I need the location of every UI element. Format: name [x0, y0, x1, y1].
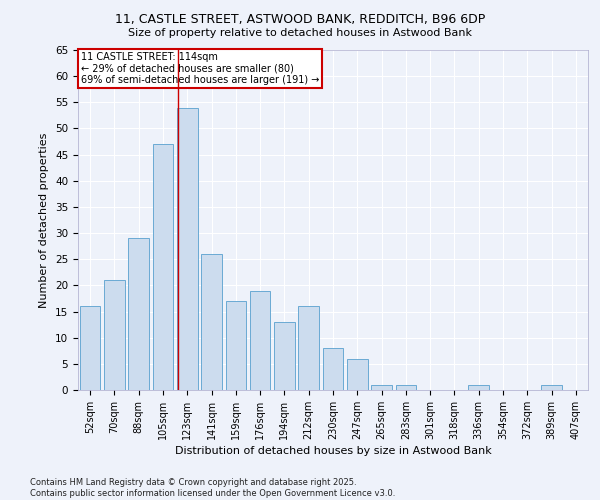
Bar: [250, 290, 271, 390]
Bar: [152, 144, 173, 390]
Bar: [469, 385, 489, 390]
Bar: [323, 348, 343, 390]
Bar: [226, 301, 246, 390]
Text: Contains HM Land Registry data © Crown copyright and database right 2025.
Contai: Contains HM Land Registry data © Crown c…: [30, 478, 395, 498]
Bar: [541, 385, 562, 390]
Bar: [347, 358, 368, 390]
Text: Size of property relative to detached houses in Astwood Bank: Size of property relative to detached ho…: [128, 28, 472, 38]
Text: 11, CASTLE STREET, ASTWOOD BANK, REDDITCH, B96 6DP: 11, CASTLE STREET, ASTWOOD BANK, REDDITC…: [115, 12, 485, 26]
Bar: [274, 322, 295, 390]
X-axis label: Distribution of detached houses by size in Astwood Bank: Distribution of detached houses by size …: [175, 446, 491, 456]
Bar: [298, 306, 319, 390]
Text: 11 CASTLE STREET: 114sqm
← 29% of detached houses are smaller (80)
69% of semi-d: 11 CASTLE STREET: 114sqm ← 29% of detach…: [80, 52, 319, 85]
Bar: [177, 108, 197, 390]
Bar: [104, 280, 125, 390]
Y-axis label: Number of detached properties: Number of detached properties: [40, 132, 49, 308]
Bar: [395, 385, 416, 390]
Bar: [80, 306, 100, 390]
Bar: [128, 238, 149, 390]
Bar: [201, 254, 222, 390]
Bar: [371, 385, 392, 390]
